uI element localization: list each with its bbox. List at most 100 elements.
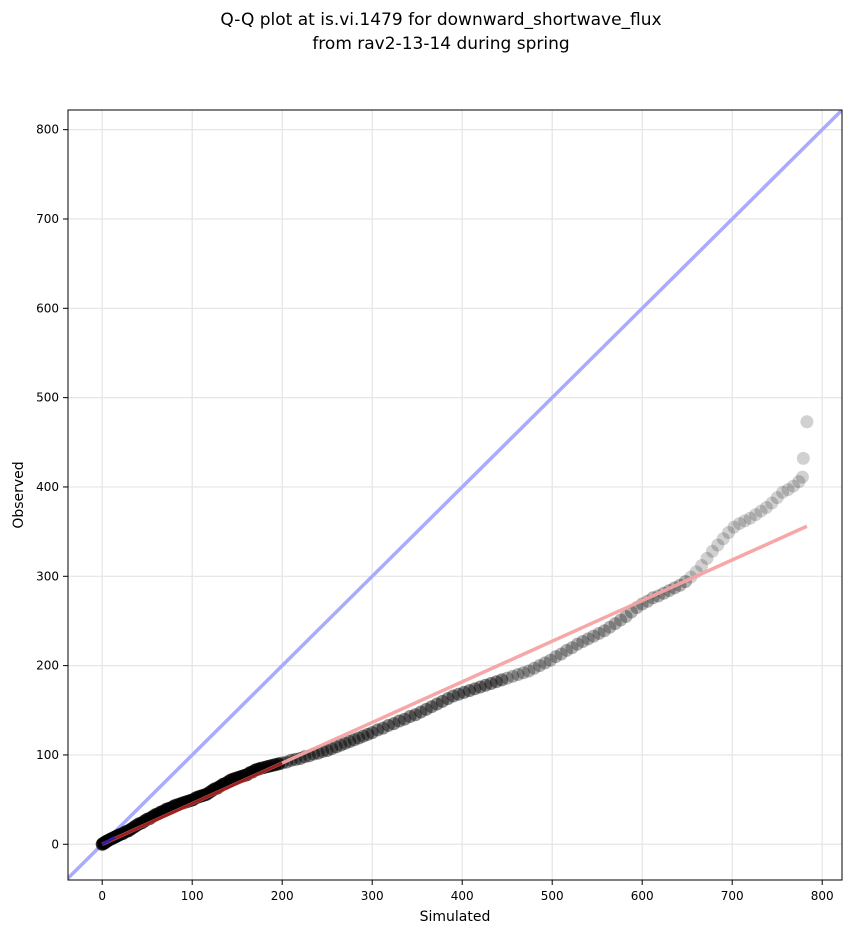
data-point bbox=[576, 634, 590, 648]
data-point bbox=[619, 609, 633, 623]
chart-title-line1: Q-Q plot at is.vi.1479 for downward_shor… bbox=[220, 10, 661, 30]
x-tick-label: 200 bbox=[271, 889, 294, 903]
data-point bbox=[356, 729, 370, 743]
data-point bbox=[414, 705, 428, 719]
data-point bbox=[570, 637, 584, 651]
reference-line bbox=[68, 110, 842, 880]
data-point bbox=[603, 620, 617, 634]
data-point bbox=[800, 415, 814, 429]
data-point bbox=[796, 451, 810, 465]
x-tick-label: 800 bbox=[811, 889, 834, 903]
data-point bbox=[792, 475, 806, 489]
data-point bbox=[711, 538, 725, 552]
data-point bbox=[732, 517, 746, 531]
data-point bbox=[387, 717, 401, 731]
data-point bbox=[495, 673, 509, 687]
data-point bbox=[325, 742, 339, 756]
data-point bbox=[371, 723, 385, 737]
data-point bbox=[376, 721, 390, 735]
data-point bbox=[781, 483, 795, 497]
data-point bbox=[716, 532, 730, 546]
data-point bbox=[425, 700, 439, 714]
data-point bbox=[516, 666, 530, 680]
data-point bbox=[506, 669, 520, 683]
data-point bbox=[468, 682, 482, 696]
data-point bbox=[592, 626, 606, 640]
data-point bbox=[776, 485, 790, 499]
data-point bbox=[738, 514, 752, 528]
data-point bbox=[452, 687, 466, 701]
data-point bbox=[608, 617, 622, 631]
data-point bbox=[484, 676, 498, 690]
data-point bbox=[441, 692, 455, 706]
reference-line-layer bbox=[68, 110, 842, 880]
data-point bbox=[343, 735, 357, 749]
y-tick-label: 700 bbox=[36, 212, 59, 226]
data-point bbox=[700, 551, 714, 565]
data-point bbox=[489, 675, 503, 689]
x-tick-label: 0 bbox=[98, 889, 106, 903]
data-point bbox=[462, 684, 476, 698]
data-point bbox=[749, 508, 763, 522]
points-layer bbox=[95, 415, 814, 851]
data-point bbox=[479, 678, 493, 692]
data-point bbox=[538, 656, 552, 670]
data-point bbox=[430, 697, 444, 711]
data-point bbox=[381, 718, 395, 732]
y-tick-label: 0 bbox=[51, 837, 59, 851]
x-tick-label: 600 bbox=[631, 889, 654, 903]
data-point bbox=[352, 731, 366, 745]
data-point bbox=[511, 668, 525, 682]
data-point bbox=[435, 694, 449, 708]
data-point bbox=[705, 544, 719, 558]
grid-lines bbox=[68, 110, 842, 880]
data-point bbox=[329, 740, 343, 754]
data-point bbox=[338, 736, 352, 750]
data-point bbox=[597, 624, 611, 638]
data-point bbox=[533, 659, 547, 673]
data-point bbox=[473, 680, 487, 694]
chart-title-line2: from rav2-13-14 during spring bbox=[312, 34, 569, 54]
x-axis-label: Simulated bbox=[420, 909, 491, 925]
data-point bbox=[786, 479, 800, 493]
x-tick-label: 500 bbox=[541, 889, 564, 903]
data-point bbox=[403, 710, 417, 724]
y-tick-label: 800 bbox=[36, 123, 59, 137]
data-point bbox=[419, 702, 433, 716]
y-axis-ticks: 0 100 200 300 400 500 600 700 800 bbox=[36, 123, 68, 851]
data-point bbox=[770, 491, 784, 505]
data-point bbox=[522, 664, 536, 678]
data-point bbox=[754, 504, 768, 518]
data-point bbox=[727, 520, 741, 534]
data-point bbox=[743, 511, 757, 525]
fit-line-layer bbox=[101, 524, 808, 846]
plot-frame bbox=[67, 109, 843, 881]
data-point bbox=[614, 613, 628, 627]
data-point bbox=[408, 708, 422, 722]
data-point bbox=[527, 661, 541, 675]
data-point bbox=[347, 733, 361, 747]
data-point bbox=[554, 647, 568, 661]
data-point bbox=[587, 629, 601, 643]
data-point bbox=[765, 496, 779, 510]
data-point bbox=[457, 685, 471, 699]
data-point bbox=[361, 727, 375, 741]
x-tick-label: 300 bbox=[361, 889, 384, 903]
data-point bbox=[543, 653, 557, 667]
data-point bbox=[549, 650, 563, 664]
data-point bbox=[365, 726, 379, 740]
data-point bbox=[446, 689, 460, 703]
y-tick-label: 400 bbox=[36, 480, 59, 494]
y-tick-label: 100 bbox=[36, 748, 59, 762]
data-point bbox=[759, 501, 773, 515]
data-point bbox=[500, 671, 514, 685]
reference-line-overlap bbox=[101, 835, 116, 846]
y-tick-label: 600 bbox=[36, 301, 59, 315]
y-tick-label: 500 bbox=[36, 391, 59, 405]
y-tick-label: 200 bbox=[36, 659, 59, 673]
data-point bbox=[695, 559, 709, 573]
data-point bbox=[565, 641, 579, 655]
x-axis-ticks: 0 100 200 300 400 500 600 700 800 bbox=[98, 880, 834, 903]
data-point bbox=[334, 738, 348, 752]
